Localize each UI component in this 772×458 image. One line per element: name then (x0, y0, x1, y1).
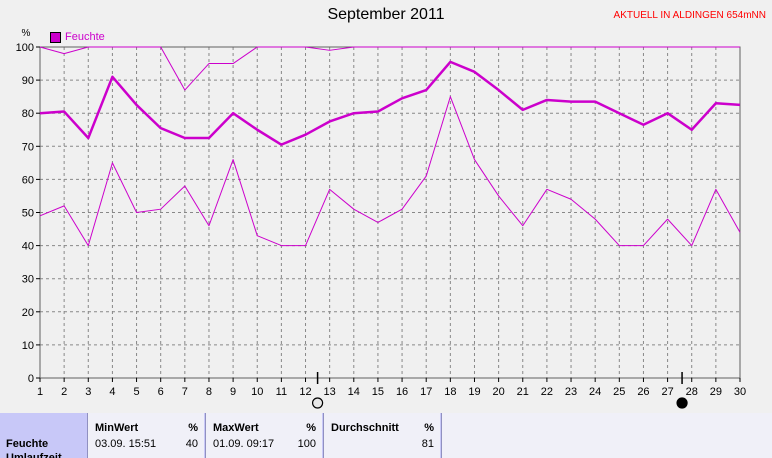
stat-avg-unit: % (424, 422, 434, 434)
x-tick-label: 8 (206, 386, 212, 398)
stat-avg-header: Durchschnitt (331, 422, 399, 434)
chart-title: September 2011 (327, 6, 445, 23)
x-tick-label: 11 (276, 386, 287, 398)
x-tick-label: 15 (372, 386, 384, 398)
y-axis-unit: % (22, 28, 31, 39)
x-tick-label: 13 (324, 386, 336, 398)
x-tick-label: 4 (109, 386, 115, 398)
x-tick-label: 3 (85, 386, 91, 398)
y-tick-label: 60 (22, 174, 34, 186)
x-tick-label: 9 (230, 386, 236, 398)
stat-max-header: MaxWert (213, 422, 259, 434)
x-tick-label: 18 (444, 386, 456, 398)
stat-max-value: 100 (297, 438, 316, 450)
x-tick-label: 29 (710, 386, 722, 398)
x-tick-label: 26 (637, 386, 649, 398)
x-tick-label: 7 (182, 386, 188, 398)
full-moon-icon (311, 397, 324, 409)
x-tick-label: 30 (734, 386, 746, 398)
y-tick-label: 70 (22, 141, 34, 153)
new-moon-icon (676, 397, 688, 409)
y-tick-label: 10 (22, 340, 34, 352)
x-tick-label: 27 (661, 386, 673, 398)
stats-row2-label: Umlaufzeit (6, 453, 62, 458)
x-tick-label: 2 (61, 386, 67, 398)
x-tick-label: 20 (492, 386, 504, 398)
x-tick-label: 14 (348, 386, 360, 398)
stats-panel: Feuchte Umlaufzeit MinWert % 03.09. 15:5… (0, 413, 772, 458)
y-tick-label: 0 (28, 373, 34, 385)
stat-avg: Durchschnitt % 81 (323, 413, 440, 458)
stat-min-unit: % (188, 422, 198, 434)
x-tick-label: 10 (251, 386, 263, 398)
stats-row-label: Feuchte (6, 438, 49, 450)
y-tick-label: 30 (22, 274, 34, 286)
series-line-avg (39, 60, 741, 146)
y-tick-label: 20 (22, 307, 34, 319)
y-tick-label: 80 (22, 108, 34, 120)
x-tick-label: 23 (565, 386, 577, 398)
x-tick-label: 6 (158, 386, 164, 398)
stat-max-unit: % (306, 422, 316, 434)
series-line-max (39, 46, 740, 91)
series-line-min (39, 96, 741, 247)
stat-min-value: 40 (185, 438, 198, 450)
stat-min-time: 03.09. 15:51 (95, 438, 157, 450)
station-label: AKTUELL IN ALDINGEN 654mNN (613, 10, 766, 21)
legend-label: Feuchte (65, 31, 105, 43)
legend-swatch (50, 31, 61, 43)
stat-max: MaxWert % 01.09. 09:17 100 (205, 413, 322, 458)
x-tick-label: 1 (37, 386, 43, 398)
y-tick-label: 40 (22, 241, 34, 253)
x-tick-label: 28 (686, 386, 698, 398)
x-tick-label: 5 (133, 386, 139, 398)
stat-min: MinWert % 03.09. 15:51 40 (87, 413, 204, 458)
x-tick-label: 19 (468, 386, 480, 398)
stat-empty (441, 413, 772, 458)
stat-min-header: MinWert (95, 422, 139, 434)
stat-avg-value: 81 (421, 438, 434, 450)
x-tick-label: 25 (613, 386, 625, 398)
x-tick-label: 22 (541, 386, 553, 398)
y-tick-label: 50 (22, 208, 34, 220)
x-tick-label: 12 (299, 386, 311, 398)
stat-max-time: 01.09. 09:17 (213, 438, 275, 450)
y-tick-label: 90 (22, 75, 34, 87)
y-tick-label: 100 (16, 42, 34, 54)
x-tick-label: 24 (589, 386, 601, 398)
x-tick-label: 21 (517, 386, 529, 398)
x-tick-label: 16 (396, 386, 408, 398)
legend: Feuchte (50, 31, 105, 43)
x-tick-label: 17 (420, 386, 432, 398)
